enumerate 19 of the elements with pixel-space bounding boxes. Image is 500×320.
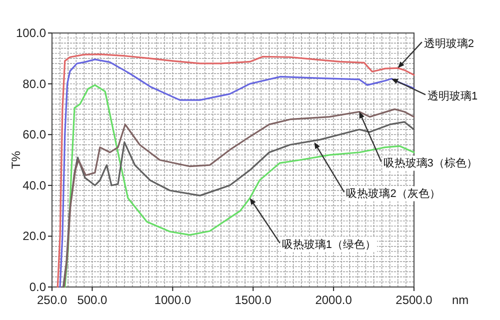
annotation: 吸热玻璃1（绿色） [282, 238, 376, 252]
y-tick-label: 80.0 [22, 76, 46, 91]
annotation: 透明玻璃2 [424, 37, 474, 50]
x-tick-label: 2000.0 [315, 293, 352, 307]
y-tick-label: 100.0 [16, 26, 46, 40]
y-axis-title: T% [9, 150, 23, 169]
x-tick-label: 1500.0 [234, 293, 272, 307]
y-tick-label: 0.0 [29, 280, 46, 294]
x-tick-label: 500.0 [77, 293, 108, 307]
x-axis-title: nm [452, 293, 469, 307]
y-tick-label: 60.0 [22, 128, 46, 142]
x-tick-label: 1000.0 [154, 293, 192, 307]
y-tick-label: 20.0 [22, 229, 46, 244]
annotation: 吸热玻璃3（棕色） [383, 156, 478, 170]
annotation: 透明玻璃1 [427, 90, 478, 103]
annotation: 吸热玻璃2（灰色） [346, 187, 440, 200]
x-tick-label: 250.0 [36, 293, 68, 307]
y-tick-label: 40.0 [22, 178, 46, 192]
x-tick-label: 2500.0 [396, 293, 433, 307]
